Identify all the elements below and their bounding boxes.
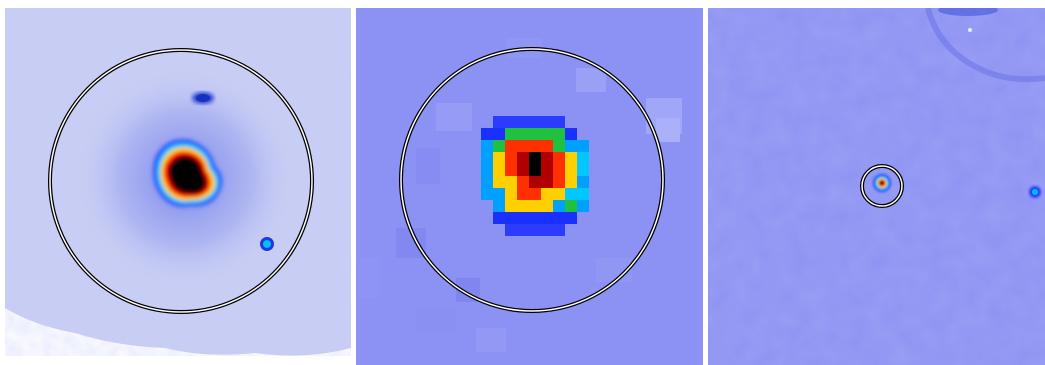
- panel-xray-cloud: [5, 8, 351, 365]
- panel-pixel-map: [356, 8, 703, 365]
- faint-star: [968, 28, 972, 32]
- panel-3-svg: [708, 8, 1045, 365]
- secondary-blob-core: [196, 94, 210, 102]
- edge-point-source: [1029, 186, 1041, 198]
- background-pixels: [356, 38, 682, 352]
- bright-core: [153, 139, 223, 207]
- source-pixels: [481, 116, 589, 236]
- aperture-circle-inner: [49, 49, 313, 313]
- point-source-core: [263, 240, 271, 248]
- panel-wide-field: [708, 8, 1045, 365]
- panel-1-svg: [5, 8, 351, 365]
- aperture-circle-inner: [400, 48, 664, 312]
- filament-arc: [925, 8, 1045, 83]
- aperture-circle-inner: [861, 165, 903, 207]
- compact-source: [873, 174, 891, 192]
- panel-2-svg: [356, 8, 703, 365]
- top-edge-feature: [938, 8, 998, 16]
